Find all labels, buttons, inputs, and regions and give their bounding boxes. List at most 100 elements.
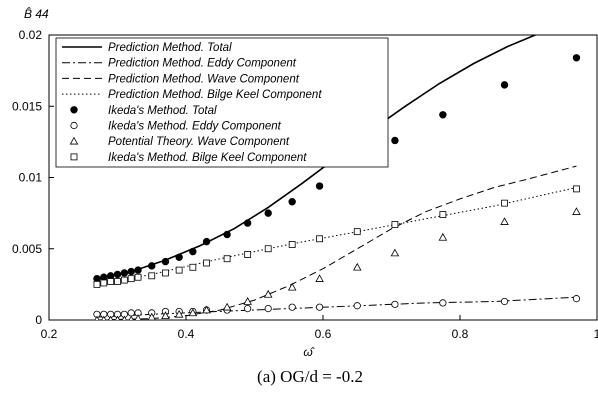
series-8-point xyxy=(120,276,128,284)
series-8-point xyxy=(573,185,580,193)
legend-item: Ikeda's Method. Total xyxy=(70,105,217,117)
x-tick-label: 1 xyxy=(594,327,598,341)
legend-item: Ikeda's Method. Bilge Keel Component xyxy=(70,152,307,164)
series-8-point xyxy=(100,279,108,287)
series-5-point xyxy=(315,182,324,190)
series-7-point xyxy=(108,315,114,320)
legend-item: Ikeda's Method. Eddy Component xyxy=(70,121,282,133)
series-8-point xyxy=(107,278,115,285)
series-5-point xyxy=(288,198,296,206)
series-5-point xyxy=(148,262,156,270)
series-5-point xyxy=(572,54,581,62)
series-8-point xyxy=(162,269,169,277)
legend-label: Prediction Method. Bilge Keel Component xyxy=(108,89,322,101)
legend-label: Ikeda's Method. Bilge Keel Component xyxy=(108,152,307,164)
axes: 0.2 0.4 0.6 0.8 1 0 0.005 0.01 0.015 0.02 xyxy=(12,28,598,341)
y-tick-label: 0.02 xyxy=(19,28,43,42)
series-3-line xyxy=(96,165,577,320)
series-8-point xyxy=(353,228,361,236)
legend-item: Prediction Method. Wave Component xyxy=(62,73,300,85)
series-5-point xyxy=(223,230,231,239)
series-5-point xyxy=(202,237,211,246)
series-7-point xyxy=(134,314,142,320)
legend-item: Prediction Method. Eddy Component xyxy=(62,58,297,70)
series-8-point xyxy=(288,241,296,248)
series-5-point xyxy=(113,270,122,279)
y-axis-label: B̂ 44 xyxy=(24,6,49,21)
series-6-point xyxy=(572,295,581,303)
series-6-point xyxy=(391,300,399,308)
series-7-point xyxy=(315,274,324,282)
legend-swatch xyxy=(70,106,78,114)
x-tick-label: 0.8 xyxy=(452,327,469,341)
series-7-point xyxy=(500,217,509,225)
series-8-point xyxy=(244,251,252,258)
series-6-point xyxy=(315,303,324,311)
y-tick-label: 0.005 xyxy=(12,242,42,256)
series-7-point xyxy=(128,315,134,320)
series-5-point xyxy=(391,136,399,145)
series-8-point xyxy=(114,278,121,285)
series-7-point xyxy=(243,297,252,305)
legend-label: Prediction Method. Total xyxy=(108,42,232,54)
series-7-point xyxy=(115,315,120,320)
figure-caption: (a) OG/d = -0.2 xyxy=(257,367,363,386)
legend-label: Ikeda's Method. Total xyxy=(108,105,217,117)
y-tick-label: 0.015 xyxy=(12,99,42,113)
series-6-point xyxy=(353,302,361,310)
series-7-point xyxy=(390,248,400,257)
legend-swatch xyxy=(70,153,78,161)
legend-label: Prediction Method. Wave Component xyxy=(108,73,300,85)
series-8-point xyxy=(148,272,156,280)
y-tick-label: 0.01 xyxy=(19,171,43,185)
legend-item: Potential Theory. Wave Component xyxy=(69,136,290,148)
series-7-point xyxy=(352,262,362,271)
series-7-point xyxy=(438,232,448,241)
series-7-point xyxy=(287,282,297,291)
legend-swatch xyxy=(69,136,79,145)
series-6-point xyxy=(500,297,509,306)
series-8-point xyxy=(439,211,447,218)
series-5-point xyxy=(243,219,252,227)
series-6-point xyxy=(288,303,296,311)
legend-swatch xyxy=(70,121,78,130)
series-7-point xyxy=(121,315,127,320)
series-7-point xyxy=(174,309,184,318)
series-8-point xyxy=(189,263,197,271)
series-7-point xyxy=(263,289,273,298)
x-axis-label: ω̂ xyxy=(303,345,314,359)
series-7-point xyxy=(94,315,100,320)
series-1-line xyxy=(96,35,538,280)
series-8-point xyxy=(93,280,101,288)
legend-box xyxy=(55,37,389,168)
series-5-point xyxy=(120,269,129,277)
series-5-point xyxy=(175,253,183,261)
series-4-line xyxy=(96,187,577,285)
series-8-point xyxy=(223,255,231,263)
series-8-point xyxy=(175,266,183,274)
legend-label: Potential Theory. Wave Component xyxy=(108,136,290,148)
series-5-point xyxy=(500,81,509,89)
series-8-point xyxy=(501,199,508,207)
legend-item: Prediction Method. Total xyxy=(62,42,232,54)
series-7-point xyxy=(161,311,170,320)
series-7-point xyxy=(101,315,107,320)
series-5-point xyxy=(134,266,142,274)
series-5-point xyxy=(439,111,447,119)
x-tick-label: 0.2 xyxy=(41,327,58,341)
series-6-point xyxy=(264,304,272,313)
series-5-point xyxy=(264,209,272,217)
series-layer xyxy=(93,35,581,320)
series-7-point xyxy=(147,312,156,320)
series-8-point xyxy=(203,259,210,267)
series-5-point xyxy=(127,267,135,276)
series-6-point xyxy=(439,299,447,307)
legend-label: Ikeda's Method. Eddy Component xyxy=(108,121,282,133)
series-8-point xyxy=(134,273,142,281)
series-5-point xyxy=(161,257,170,266)
series-7-point xyxy=(202,305,211,314)
series-8-point xyxy=(391,221,399,228)
series-6-point xyxy=(127,309,135,317)
series-8-point xyxy=(316,235,323,243)
